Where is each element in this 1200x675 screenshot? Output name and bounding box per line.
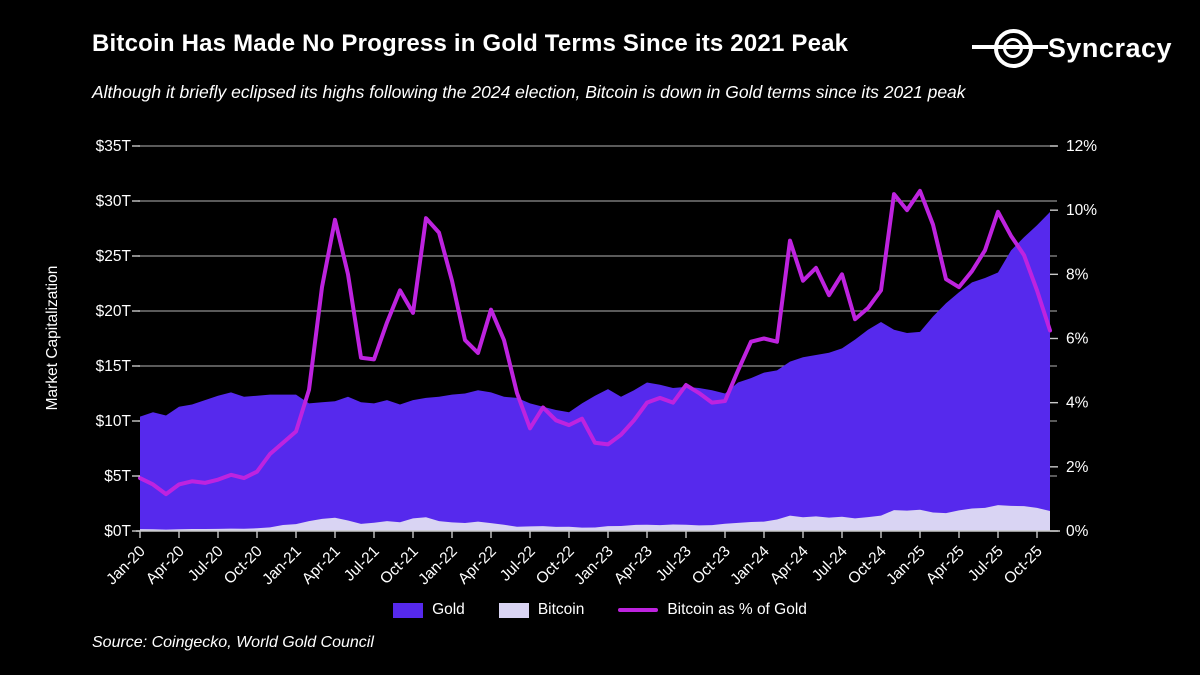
bitcoin-area <box>140 505 1050 531</box>
axis-ticks <box>132 145 1058 538</box>
svg-text:$15T: $15T <box>96 358 132 375</box>
svg-text:$20T: $20T <box>96 303 132 320</box>
chart-legend: Gold Bitcoin Bitcoin as % of Gold <box>0 601 1200 619</box>
svg-text:Oct-23: Oct-23 <box>689 543 734 588</box>
legend-item-bitcoin: Bitcoin <box>498 601 585 619</box>
svg-text:Apr-25: Apr-25 <box>923 543 968 588</box>
svg-text:Jul-21: Jul-21 <box>341 543 383 585</box>
y-axis-right-labels: 0% 2% 4% 6% 8% 10% 12% <box>1066 138 1097 540</box>
svg-text:12%: 12% <box>1066 138 1097 155</box>
svg-text:Jul-23: Jul-23 <box>653 543 695 585</box>
svg-text:0%: 0% <box>1066 523 1089 540</box>
svg-text:Jan-21: Jan-21 <box>259 543 305 589</box>
svg-text:Jul-20: Jul-20 <box>185 543 227 585</box>
legend-label: Bitcoin as % of Gold <box>667 601 807 618</box>
svg-text:10%: 10% <box>1066 202 1097 219</box>
svg-text:Oct-20: Oct-20 <box>221 543 266 588</box>
gold-swatch-icon <box>393 602 424 618</box>
svg-text:4%: 4% <box>1066 395 1089 412</box>
svg-text:Oct-25: Oct-25 <box>1001 543 1046 588</box>
svg-text:Jan-20: Jan-20 <box>103 543 149 589</box>
svg-text:$25T: $25T <box>96 248 132 265</box>
svg-text:Jan-22: Jan-22 <box>415 543 461 589</box>
svg-text:Apr-21: Apr-21 <box>299 543 344 588</box>
brand-logo: Syncracy <box>971 26 1172 70</box>
svg-text:2%: 2% <box>1066 459 1089 476</box>
svg-text:Oct-22: Oct-22 <box>533 543 578 588</box>
svg-text:Jul-24: Jul-24 <box>809 543 851 585</box>
legend-label: Gold <box>432 601 465 618</box>
pct-line-swatch-icon <box>618 607 659 613</box>
svg-text:$0T: $0T <box>104 523 131 540</box>
svg-text:Jul-22: Jul-22 <box>497 543 539 585</box>
svg-text:Apr-22: Apr-22 <box>455 543 500 588</box>
svg-text:Apr-24: Apr-24 <box>767 543 812 588</box>
bitcoin-pct-of-gold-line <box>138 188 1052 497</box>
brand-wordmark: Syncracy <box>1047 32 1172 63</box>
svg-text:$30T: $30T <box>96 193 132 210</box>
svg-text:$35T: $35T <box>96 138 132 155</box>
legend-item-pct: Bitcoin as % of Gold <box>618 601 807 619</box>
legend-item-gold: Gold <box>393 601 465 619</box>
gold-area <box>140 212 1050 531</box>
x-axis-labels: Jan-20Apr-20Jul-20Oct-20Jan-21Apr-21Jul-… <box>103 543 1046 589</box>
svg-text:$5T: $5T <box>104 468 131 485</box>
legend-label: Bitcoin <box>537 601 585 618</box>
svg-text:6%: 6% <box>1066 331 1089 348</box>
svg-text:$10T: $10T <box>96 413 132 430</box>
y-axis-title: Market Capitalization <box>44 266 61 411</box>
svg-text:Jan-23: Jan-23 <box>571 543 617 589</box>
svg-text:Jul-25: Jul-25 <box>965 543 1007 585</box>
svg-text:8%: 8% <box>1066 266 1089 283</box>
svg-text:Oct-21: Oct-21 <box>377 543 422 588</box>
page-subtitle: Although it briefly eclipsed its highs f… <box>92 82 966 102</box>
y-axis-left-labels: $0T $5T $10T $15T $20T $25T $30T $35T <box>96 138 132 540</box>
svg-text:Apr-20: Apr-20 <box>143 543 188 588</box>
syncracy-orbit-icon <box>971 26 1048 70</box>
page-title: Bitcoin Has Made No Progress in Gold Ter… <box>92 30 849 57</box>
bitcoin-swatch-icon <box>498 602 529 618</box>
source-note: Source: Coingecko, World Gold Council <box>92 634 374 651</box>
svg-text:Apr-23: Apr-23 <box>611 543 656 588</box>
svg-text:Jan-24: Jan-24 <box>727 543 773 589</box>
svg-text:Jan-25: Jan-25 <box>883 543 929 589</box>
svg-text:Oct-24: Oct-24 <box>845 543 890 588</box>
